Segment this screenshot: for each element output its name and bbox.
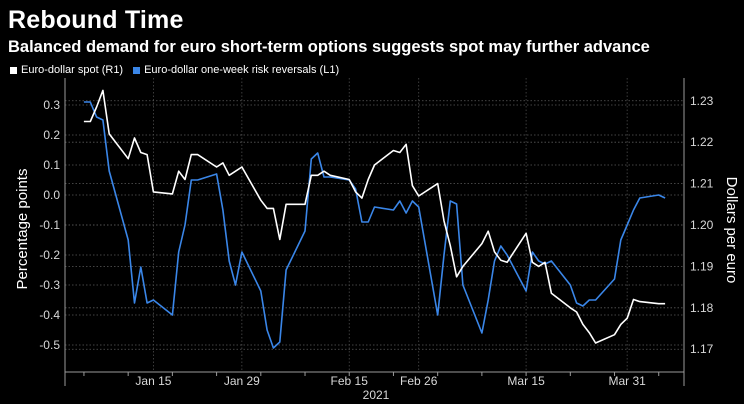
legend: Euro-dollar spot (R1) Euro-dollar one-we… [10,64,349,76]
x-tick-label: Mar 15 [507,374,545,388]
axes [64,78,685,386]
gridlines [65,78,684,372]
x-axis-label: 2021 [363,388,390,402]
y-axis-label-left: Percentage points [14,169,31,290]
y-tick-label-left: 0.3 [43,98,60,112]
series-line-spot [83,89,666,344]
x-tick-label: Jan 29 [224,374,260,388]
y-tick-label-right: 1.18 [690,301,714,315]
tick-labels: 0.3 0.2 0.1 0.0 -0.1 -0.2 -0.3 -0.4 -0.5 1.23 1.22… [39,94,713,388]
y-tick-label-left: -0.4 [39,308,60,322]
y-tick-label-left: 0.1 [43,158,60,172]
y-tick-label-right: 1.22 [690,135,714,149]
series-lines [83,89,666,349]
legend-label-risk-reversals: Euro-dollar one-week risk reversals (L1) [144,64,340,76]
y-tick-label-right: 1.20 [690,218,714,232]
legend-label-spot: Euro-dollar spot (R1) [21,64,124,76]
y-tick-label-left: 0.2 [43,128,60,142]
y-tick-label-right: 1.17 [690,342,714,356]
x-tick-label: Feb 15 [331,374,369,388]
y-tick-label-left: -0.5 [39,338,60,352]
legend-item-risk-reversals: Euro-dollar one-week risk reversals (L1) [133,64,339,76]
chart-subtitle: Balanced demand for euro short-term opti… [8,38,650,56]
legend-item-spot: Euro-dollar spot (R1) [10,64,123,76]
y-tick-label-left: -0.1 [39,218,60,232]
chart-title: Rebound Time [8,6,184,34]
y-tick-label-right: 1.23 [690,94,714,108]
y-axis-label-right: Dollars per euro [723,177,740,284]
y-tick-label-left: -0.2 [39,248,60,262]
y-tick-label-left: 0.0 [43,188,60,202]
x-tick-label: Feb 26 [400,374,438,388]
legend-swatch-spot [10,66,17,74]
series-line-risk-reversals [83,101,666,349]
x-tick-label: Jan 15 [135,374,171,388]
x-tick-label: Mar 31 [608,374,646,388]
y-tick-label-right: 1.21 [690,177,714,191]
y-tick-label-right: 1.19 [690,259,714,273]
y-tick-label-left: -0.3 [39,278,60,292]
legend-swatch-risk-reversals [133,66,141,74]
